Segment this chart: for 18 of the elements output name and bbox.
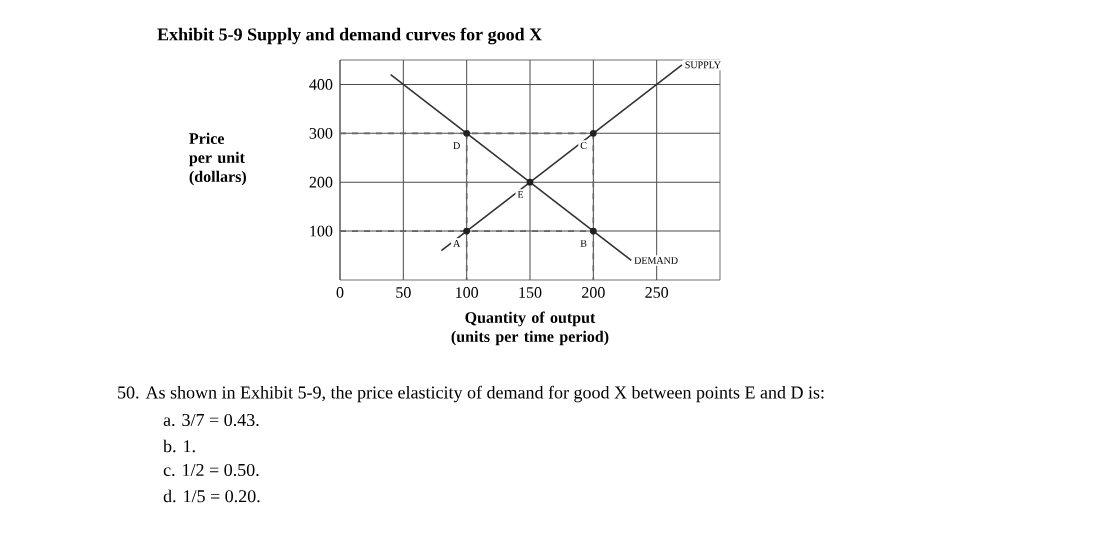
x-tick-label: 150: [519, 287, 542, 298]
text: 50. As shown in Exhibit 5-9, the price elasticity of demand for good X between points E and D is:: [118, 385, 824, 403]
text: d. 1/5 = 0.20.: [163, 489, 260, 503]
y-tick-label: 100: [310, 225, 333, 237]
y-tick-label: 200: [309, 176, 333, 188]
y-tick-label: 400: [309, 79, 333, 90]
x-axis-title: Quantity of output (units per time period): [451, 311, 609, 346]
text: c. 1/2 = 0.50.: [163, 463, 259, 477]
x-tick-label: 200: [582, 287, 605, 298]
y-axis-title: Price per unit (dollars): [189, 132, 246, 186]
chart-title: Exhibit 5-9 Supply and demand curves for good X: [157, 27, 542, 45]
text: b. 1.: [163, 439, 195, 453]
x-tick-label: 0: [336, 287, 344, 298]
x-tick-label: 100: [456, 287, 479, 298]
x-tick-label: 250: [645, 287, 669, 298]
x-tick-label: 50: [396, 287, 411, 298]
y-tick-label: 300: [309, 127, 333, 139]
text: a. 3/7 = 0.43.: [163, 413, 259, 427]
